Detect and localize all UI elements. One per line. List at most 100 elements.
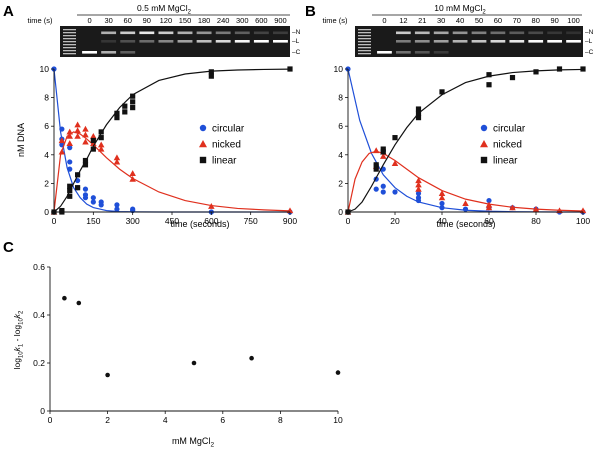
plot-A-circular-point bbox=[82, 195, 89, 201]
plot-B-linear-point bbox=[556, 66, 563, 72]
plot-B-x-tick-label: 20 bbox=[390, 216, 400, 226]
plot-C-x-tick-label: 10 bbox=[333, 415, 343, 425]
gel-A-linear-band bbox=[120, 40, 136, 43]
plot-a: 0 150 300 450 600 750 900 0 2 4 6 8 10 time (seconds… bbox=[16, 64, 297, 229]
gel-A-ladder-band bbox=[63, 50, 76, 52]
plot-A-y-tick-label: 2 bbox=[44, 178, 49, 188]
gel-A-linear-band bbox=[101, 40, 117, 43]
gel-A-nicked-band bbox=[253, 31, 269, 35]
plot-b-data-layer bbox=[344, 66, 587, 215]
gel-A-lane-label: 240 bbox=[217, 16, 230, 25]
gel-A-lane-label: 120 bbox=[160, 16, 173, 25]
gel-B-linear-band bbox=[433, 40, 449, 43]
plot-A-linear-point bbox=[122, 109, 128, 115]
gel-A-circular-band bbox=[101, 51, 117, 54]
plot-A-nicked-point bbox=[82, 138, 89, 145]
gel-a-image bbox=[60, 26, 290, 57]
gel-B-lane-label: 21 bbox=[418, 16, 426, 25]
gel-A-ladder-band bbox=[63, 53, 76, 55]
gel-B-linear-band bbox=[528, 40, 544, 43]
gel-A-lane-label: 60 bbox=[124, 16, 132, 25]
plot-B-linear-point bbox=[486, 72, 492, 78]
plot-B-linear-point bbox=[380, 149, 386, 155]
plot-A-linear-point bbox=[130, 93, 136, 99]
plot-B-nicked-point bbox=[415, 185, 422, 192]
gel-B-nicked-band bbox=[490, 31, 506, 35]
plot-B-linear-point bbox=[486, 82, 492, 88]
plot-A-circular-point bbox=[114, 206, 120, 212]
plot-A-linear-point bbox=[208, 73, 214, 79]
gel-a-time-header: time (s) bbox=[28, 16, 54, 25]
gel-A-lane-label: 180 bbox=[198, 16, 211, 25]
gel-B-lane-label: 30 bbox=[437, 16, 445, 25]
gel-A-lane-label: 150 bbox=[179, 16, 192, 25]
plot-A-nicked-point bbox=[66, 132, 73, 139]
plot-B-linear-point bbox=[373, 162, 379, 168]
gel-A-circular-band bbox=[82, 51, 97, 54]
plot-A-nicked-point bbox=[90, 132, 97, 139]
plot-B-legend-label-circular: circular bbox=[493, 124, 526, 135]
plot-C-x-tick-label: 8 bbox=[278, 415, 283, 425]
gel-B-linear-band bbox=[547, 40, 563, 43]
plot-C-y-tick-label: 0 bbox=[40, 406, 45, 416]
plot-A-nicked-point bbox=[74, 121, 81, 128]
plot-B-y-tick-label: 10 bbox=[334, 64, 344, 74]
plot-A-linear-point bbox=[75, 172, 81, 178]
plot-C-series-point bbox=[76, 300, 82, 306]
plot-B-circular-point bbox=[415, 197, 422, 204]
gel-A-nicked-band bbox=[158, 31, 174, 35]
plot-A-nicked-point bbox=[113, 154, 121, 161]
plot-A-x-tick-label: 300 bbox=[126, 216, 140, 226]
plot-A-y-tick-label: 6 bbox=[44, 121, 49, 131]
plot-A-x-tick-label: 600 bbox=[204, 216, 218, 226]
plot-a-xlabel: time (seconds) bbox=[170, 219, 229, 229]
plot-B-legend-marker-linear bbox=[480, 156, 488, 164]
plot-B-linear-point bbox=[580, 66, 586, 72]
plot-C-y-tick-label: 0.4 bbox=[33, 310, 45, 320]
plot-A-nicked-point bbox=[97, 145, 105, 152]
plot-c-xlabel: mM MgCl2 bbox=[172, 436, 215, 449]
plot-B-x-tick-label: 100 bbox=[576, 216, 590, 226]
plot-A-circular-point bbox=[67, 145, 73, 151]
plot-B-nicked-point bbox=[462, 200, 469, 207]
plot-B-circular-point bbox=[373, 186, 379, 192]
gel-a-band-label-n: –N bbox=[292, 29, 301, 36]
plot-B-circular-point bbox=[439, 200, 445, 207]
plot-A-nicked-point bbox=[97, 141, 105, 148]
plot-B-circular-point bbox=[486, 197, 492, 204]
plot-B-y-tick-label: 8 bbox=[338, 93, 343, 103]
gel-B-nicked-band bbox=[395, 31, 411, 35]
gel-A-ladder-band bbox=[63, 29, 76, 31]
plot-C-y-tick-label: 0.2 bbox=[33, 358, 45, 368]
plot-c: 0 2 4 6 8 10 0 0.2 0.4 0.6 mM MgCl2 log10k1 - log… bbox=[12, 262, 343, 449]
gel-a-bands bbox=[63, 29, 288, 55]
gel-B-circular-band bbox=[414, 51, 430, 54]
gel-A-linear-band bbox=[139, 40, 155, 43]
plot-A-y-tick-label: 0 bbox=[44, 207, 49, 217]
plot-A-linear-point bbox=[208, 69, 214, 75]
gel-A-nicked-band bbox=[177, 31, 193, 35]
gel-B-nicked-band bbox=[452, 31, 468, 35]
gel-B-ladder-band bbox=[358, 38, 371, 40]
gel-b-lane-labels: 0 12 21 30 40 50 60 70 80 90 100 bbox=[382, 16, 579, 25]
gel-B-lane-label: 50 bbox=[475, 16, 483, 25]
gel-B-linear-band bbox=[566, 40, 581, 43]
plot-C-series-point bbox=[62, 295, 67, 301]
gel-b-bands bbox=[358, 29, 581, 55]
plot-A-y-tick-label: 4 bbox=[44, 150, 49, 160]
gel-A-linear-band bbox=[234, 40, 250, 43]
plot-B-circular-point bbox=[439, 205, 445, 211]
plot-B-x-tick-label: 40 bbox=[437, 216, 447, 226]
gel-B-ladder-band bbox=[358, 47, 371, 49]
plot-A-linear-point bbox=[67, 187, 73, 194]
plot-A-nicked-point bbox=[82, 125, 89, 132]
plot-B-legend-label-linear: linear bbox=[493, 156, 518, 167]
plot-A-linear-point bbox=[130, 99, 136, 105]
gel-b-time-header: time (s) bbox=[323, 16, 349, 25]
plot-B-nicked-point bbox=[509, 204, 516, 211]
gel-B-circular-band bbox=[377, 51, 392, 54]
gel-B-lane-label: 80 bbox=[532, 16, 540, 25]
plot-b-axes: 0 20 40 60 80 100 0 2 4 6 8 10 bbox=[334, 64, 591, 226]
plot-C-x-tick-label: 6 bbox=[220, 415, 225, 425]
plot-A-legend-marker-circular bbox=[199, 124, 207, 132]
